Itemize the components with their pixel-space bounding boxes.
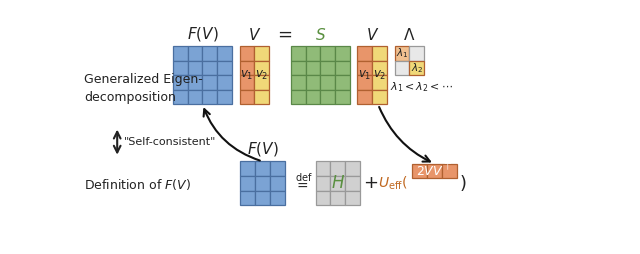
Bar (173, 75, 188, 90)
Bar (330, 191, 345, 205)
Bar (412, 164, 428, 178)
Bar (202, 90, 217, 104)
Bar (335, 75, 349, 90)
Bar (291, 46, 305, 60)
Bar (255, 176, 270, 191)
Text: $v_2$: $v_2$ (255, 69, 268, 82)
Text: $v_2$: $v_2$ (373, 69, 386, 82)
Bar (239, 46, 254, 60)
Text: $\lambda_2$: $\lambda_2$ (410, 61, 423, 75)
Bar (270, 176, 285, 191)
Bar (202, 46, 217, 60)
Bar (372, 46, 387, 60)
Bar (188, 75, 202, 90)
Bar (188, 90, 202, 104)
Text: $H$: $H$ (331, 174, 345, 192)
Bar (372, 60, 387, 75)
Bar (320, 60, 335, 75)
Text: $\overset{\rm def}{=}$: $\overset{\rm def}{=}$ (294, 175, 312, 192)
Bar (395, 60, 410, 75)
Bar (291, 90, 305, 104)
Bar (305, 60, 320, 75)
Bar (410, 60, 424, 75)
Text: $=$: $=$ (274, 25, 292, 43)
Bar (291, 60, 305, 75)
Bar (358, 75, 372, 90)
Text: Definition of $F(V)$: Definition of $F(V)$ (84, 177, 191, 192)
Text: $\lambda_1$: $\lambda_1$ (396, 46, 408, 60)
Text: $)$: $)$ (459, 173, 467, 193)
Bar (217, 75, 232, 90)
Bar (241, 161, 255, 176)
Bar (173, 90, 188, 104)
Text: $F(V)$: $F(V)$ (187, 25, 218, 43)
Bar (316, 176, 330, 191)
Text: $+$: $+$ (363, 174, 378, 192)
Bar (239, 60, 254, 75)
Bar (410, 46, 424, 60)
Bar (217, 90, 232, 104)
Text: $\Lambda$: $\Lambda$ (403, 27, 415, 43)
Text: $v_1$: $v_1$ (358, 69, 372, 82)
Bar (316, 191, 330, 205)
Bar (345, 191, 360, 205)
Bar (316, 161, 330, 176)
Bar (241, 191, 255, 205)
Bar (270, 161, 285, 176)
Bar (173, 46, 188, 60)
Bar (188, 60, 202, 75)
Text: $F(V)$: $F(V)$ (246, 140, 278, 158)
Text: $V$: $V$ (248, 27, 261, 43)
Text: $\lambda_1 < \lambda_2 < \cdots$: $\lambda_1 < \lambda_2 < \cdots$ (390, 80, 453, 93)
Bar (254, 75, 269, 90)
Bar (335, 60, 349, 75)
Bar (173, 60, 188, 75)
Bar (305, 75, 320, 90)
Bar (330, 176, 345, 191)
Bar (395, 46, 410, 60)
Bar (442, 164, 457, 178)
Bar (345, 161, 360, 176)
Text: $U_{\rm eff}($: $U_{\rm eff}($ (378, 175, 408, 192)
Bar (239, 90, 254, 104)
Bar (372, 90, 387, 104)
Bar (372, 75, 387, 90)
Bar (335, 90, 349, 104)
Bar (217, 46, 232, 60)
Bar (358, 60, 372, 75)
Bar (358, 46, 372, 60)
Bar (270, 191, 285, 205)
Bar (241, 176, 255, 191)
Text: Generalized Eigen-
decomposition: Generalized Eigen- decomposition (84, 73, 203, 104)
Bar (291, 75, 305, 90)
Bar (188, 46, 202, 60)
Bar (330, 161, 345, 176)
Bar (320, 46, 335, 60)
Bar (255, 191, 270, 205)
Bar (305, 90, 320, 104)
Text: $v_1$: $v_1$ (240, 69, 253, 82)
Bar (345, 176, 360, 191)
Text: $2VV^{\top}$: $2VV^{\top}$ (416, 163, 453, 179)
Bar (358, 90, 372, 104)
Bar (254, 46, 269, 60)
Bar (305, 46, 320, 60)
Text: $V$: $V$ (365, 27, 379, 43)
Bar (202, 60, 217, 75)
Bar (254, 90, 269, 104)
Bar (239, 75, 254, 90)
Bar (217, 60, 232, 75)
Bar (428, 164, 442, 178)
Bar (255, 161, 270, 176)
Bar (320, 75, 335, 90)
Bar (254, 60, 269, 75)
Bar (202, 75, 217, 90)
Bar (320, 90, 335, 104)
Text: "Self-consistent": "Self-consistent" (124, 137, 216, 147)
Bar (335, 46, 349, 60)
Text: $S$: $S$ (315, 27, 326, 43)
